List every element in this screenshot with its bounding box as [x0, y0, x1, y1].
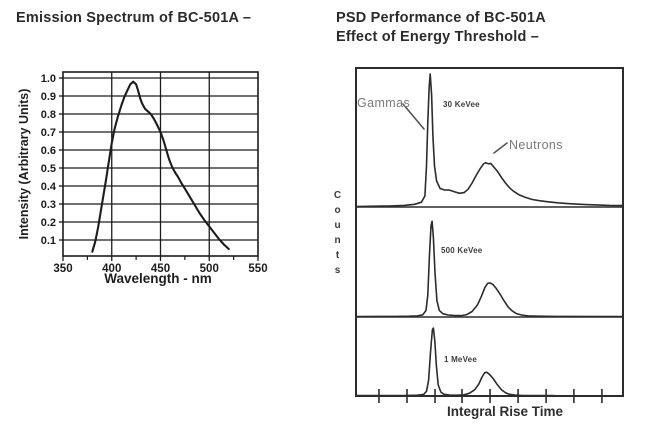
- svg-text:0.2: 0.2: [41, 217, 56, 229]
- svg-text:0.7: 0.7: [41, 127, 56, 139]
- psd-y-axis-title: Counts: [332, 190, 343, 280]
- svg-text:0.1: 0.1: [41, 235, 56, 247]
- threshold-label-1mevee: 1 MeVee: [444, 355, 477, 364]
- svg-text:0.4: 0.4: [41, 181, 57, 193]
- psd-performance-chart: [355, 67, 624, 403]
- right-figure-title-line1: PSD Performance of BC-501A: [336, 10, 546, 26]
- svg-text:0.5: 0.5: [41, 163, 56, 175]
- gammas-annotation: Gammas: [357, 96, 411, 110]
- right-figure-title: PSD Performance of BC-501A Effect of Ene…: [336, 9, 546, 47]
- right-figure-title-line2: Effect of Energy Threshold –: [336, 29, 539, 45]
- svg-text:0.3: 0.3: [41, 199, 56, 211]
- threshold-label-500kevee: 500 KeVee: [441, 246, 483, 255]
- svg-text:550: 550: [248, 263, 267, 275]
- emission-spectrum-chart: 0.1 0.2 0.3 0.4 0.5 0.6 0.7 0.8 0.9 1.0 350 400 450 5…: [41, 71, 268, 275]
- svg-text:0.9: 0.9: [41, 91, 56, 103]
- psd-x-axis-title: Integral Rise Time: [446, 404, 564, 419]
- svg-text:0.6: 0.6: [41, 145, 56, 157]
- threshold-label-30kevee: 30 KeVee: [443, 100, 480, 109]
- left-figure-title: Emission Spectrum of BC-501A –: [16, 10, 252, 26]
- emission-y-axis-title: Intensity (Arbitrary Units): [17, 88, 31, 240]
- svg-text:450: 450: [151, 263, 170, 275]
- neutrons-annotation: Neutrons: [509, 138, 563, 152]
- svg-text:400: 400: [102, 263, 121, 275]
- emission-x-axis-title: Wavelength - nm: [104, 271, 212, 286]
- svg-text:0.8: 0.8: [41, 109, 56, 121]
- svg-text:500: 500: [200, 263, 219, 275]
- svg-text:350: 350: [53, 263, 72, 275]
- svg-text:1.0: 1.0: [41, 73, 56, 85]
